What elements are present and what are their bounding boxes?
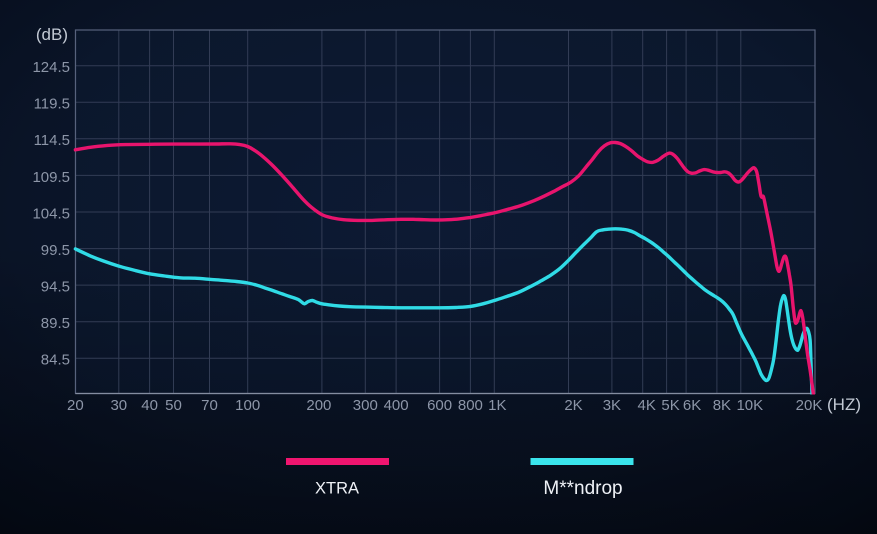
svg-text:4K: 4K <box>638 397 656 414</box>
svg-text:89.5: 89.5 <box>41 315 70 332</box>
svg-text:109.5: 109.5 <box>32 169 70 186</box>
svg-text:2K: 2K <box>564 397 582 414</box>
svg-text:1K: 1K <box>488 397 506 414</box>
svg-text:(dB): (dB) <box>36 25 68 44</box>
svg-text:200: 200 <box>306 397 331 414</box>
svg-text:84.5: 84.5 <box>41 352 70 369</box>
svg-text:(HZ): (HZ) <box>827 395 861 414</box>
svg-text:800: 800 <box>458 397 483 414</box>
svg-text:119.5: 119.5 <box>34 96 70 113</box>
svg-text:M**ndrop: M**ndrop <box>543 478 622 499</box>
svg-text:104.5: 104.5 <box>32 205 70 222</box>
svg-text:100: 100 <box>235 397 260 414</box>
svg-text:99.5: 99.5 <box>41 242 70 259</box>
svg-text:10K: 10K <box>736 397 763 414</box>
svg-text:3K: 3K <box>603 397 621 414</box>
svg-text:20: 20 <box>67 397 84 414</box>
svg-text:6K: 6K <box>683 397 701 414</box>
svg-text:600: 600 <box>427 397 452 414</box>
svg-text:114.5: 114.5 <box>34 132 70 149</box>
svg-text:8K: 8K <box>713 397 731 414</box>
svg-text:400: 400 <box>384 397 409 414</box>
svg-text:40: 40 <box>141 397 158 414</box>
svg-text:124.5: 124.5 <box>32 59 70 76</box>
svg-text:5K: 5K <box>661 397 679 414</box>
svg-text:20K: 20K <box>796 397 823 414</box>
svg-text:XTRA: XTRA <box>315 480 359 498</box>
svg-text:94.5: 94.5 <box>41 279 70 296</box>
svg-text:300: 300 <box>353 397 378 414</box>
svg-text:50: 50 <box>165 397 182 414</box>
svg-text:30: 30 <box>110 397 127 414</box>
svg-text:70: 70 <box>201 397 218 414</box>
